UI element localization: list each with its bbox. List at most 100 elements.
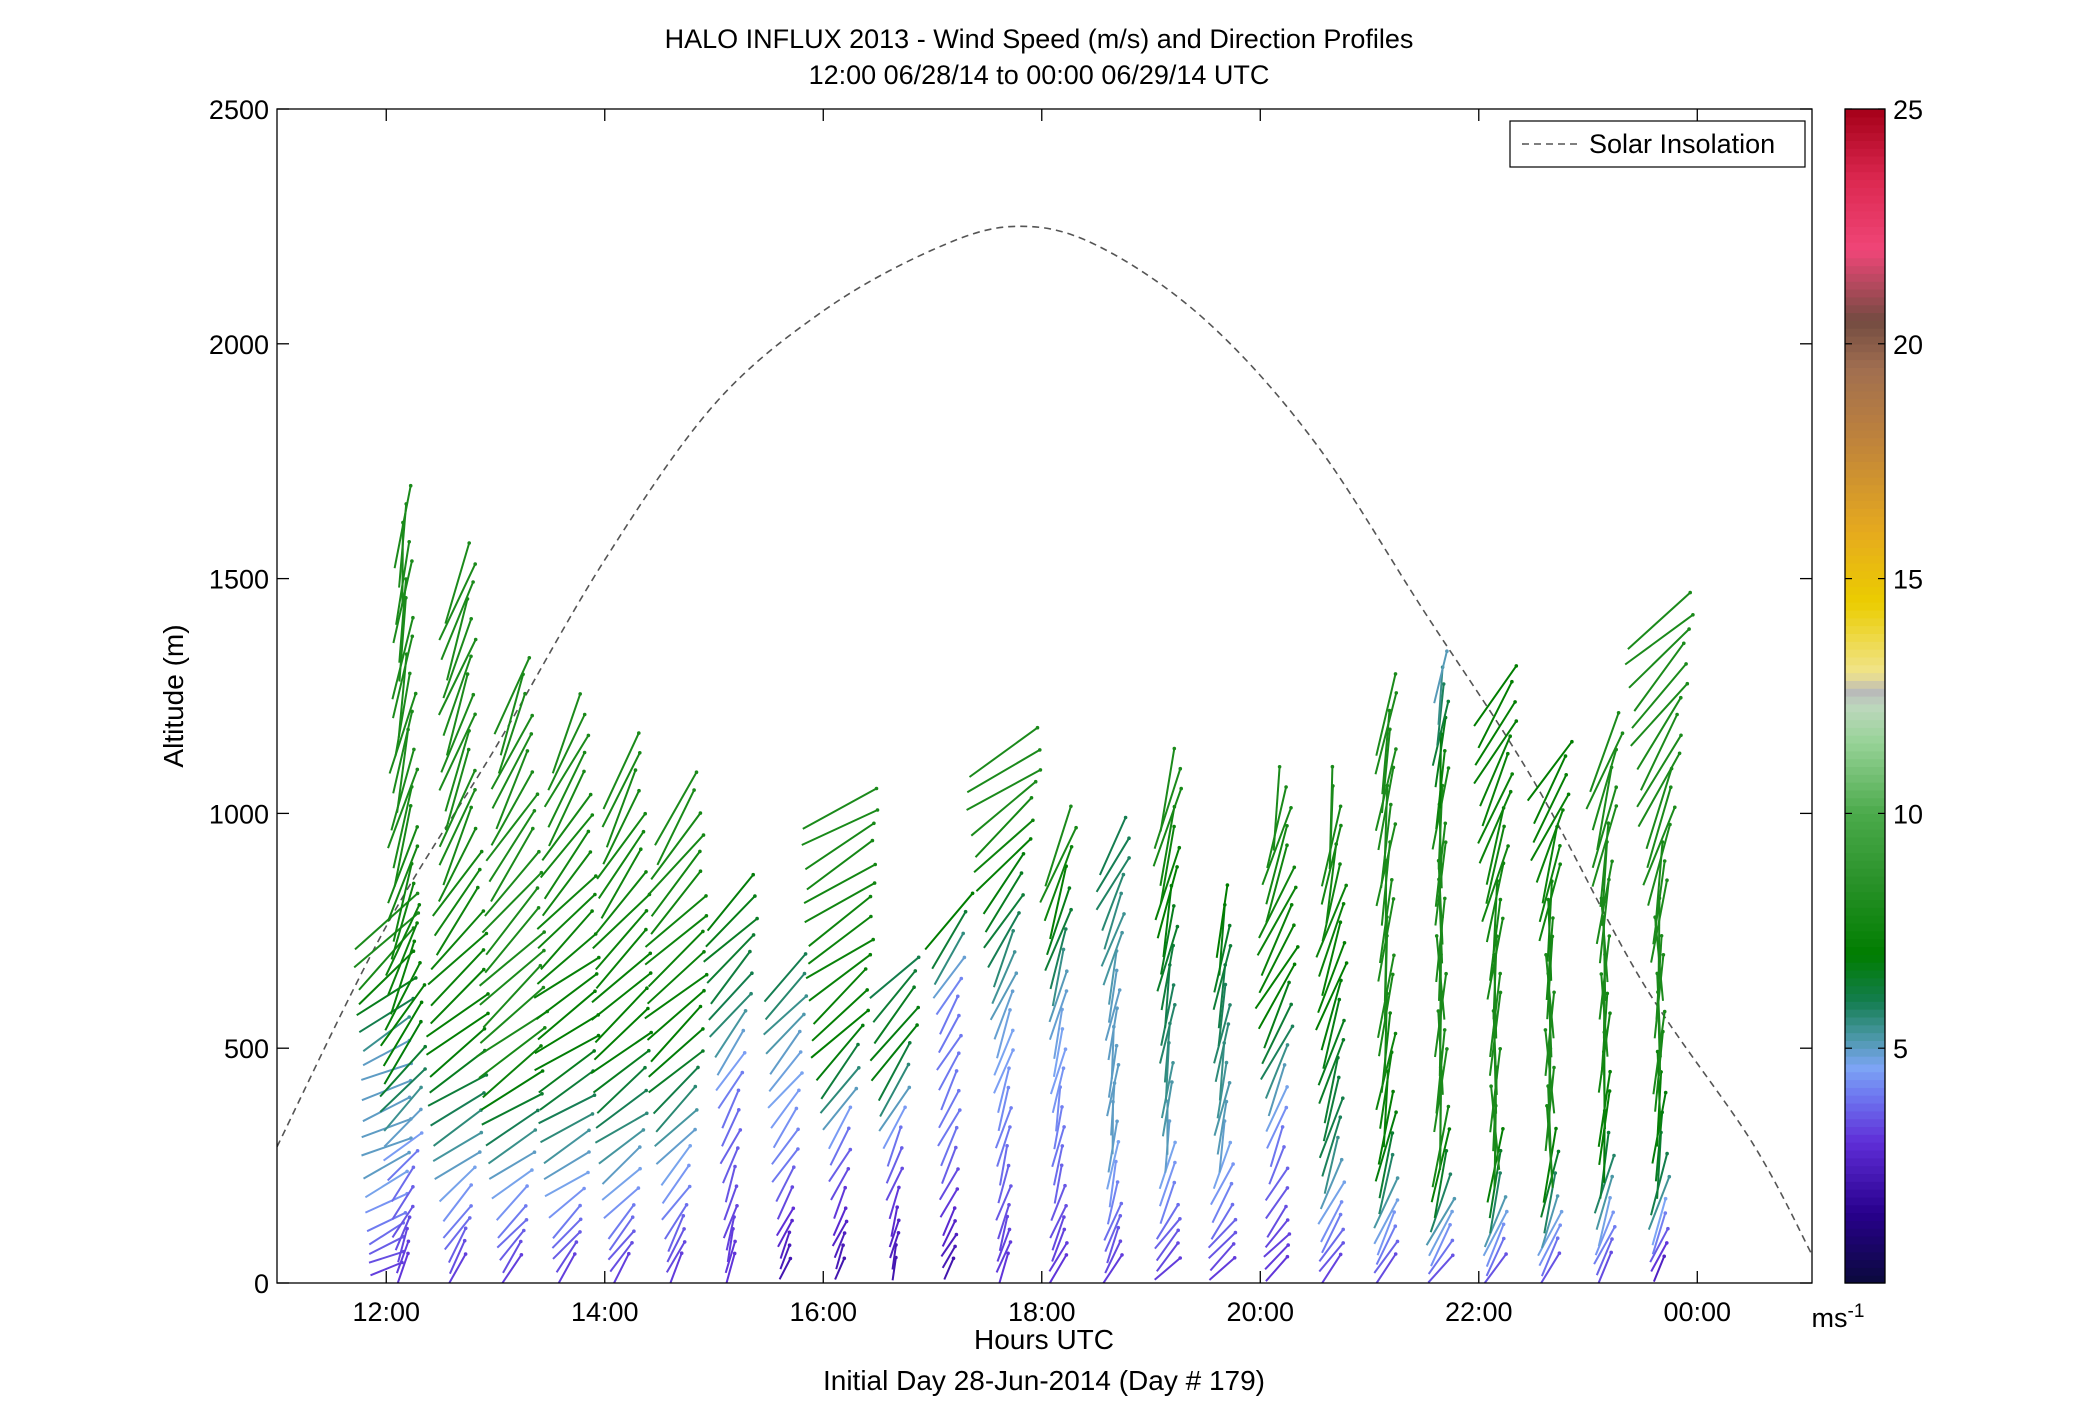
wind-vector [998, 1216, 1009, 1252]
wind-vector [888, 1219, 900, 1248]
wind-vector-head [861, 1023, 865, 1028]
colorbar-segment [1845, 461, 1885, 470]
wind-vector-head [912, 985, 916, 989]
wind-vector-head [1395, 1198, 1400, 1202]
wind-vector-head [1289, 903, 1294, 907]
wind-vector-head [1443, 840, 1448, 844]
wind-vector [1212, 1142, 1232, 1190]
wind-vector [438, 789, 476, 866]
wind-vector [877, 1042, 911, 1102]
wind-vector-head [900, 1146, 904, 1150]
wind-vector [938, 1090, 960, 1129]
wind-vector-head [466, 747, 471, 752]
wind-vector-head [1008, 1240, 1013, 1244]
wind-vector-head [1610, 1174, 1614, 1179]
wind-vector [1264, 1219, 1289, 1249]
wind-vector [1268, 1146, 1285, 1185]
wind-vector-head [469, 805, 474, 810]
wind-vector-head [1285, 1043, 1290, 1047]
wind-vector-head [1389, 802, 1393, 807]
colorbar-segment [1845, 273, 1885, 282]
wind-vector-head [1444, 1149, 1449, 1153]
wind-vector-head [1341, 1227, 1345, 1232]
wind-vector-head [704, 894, 708, 898]
wind-vector-head [1555, 1194, 1560, 1198]
wind-vector-head [684, 1203, 689, 1207]
wind-vector [603, 1187, 640, 1219]
wind-vector-head [1116, 1225, 1121, 1230]
wind-vector [891, 1244, 897, 1270]
wind-vector [1489, 1172, 1502, 1234]
wind-vector [590, 1031, 652, 1075]
wind-vector [1477, 773, 1514, 844]
wind-vector-head [1175, 865, 1179, 869]
wind-vector-head [1558, 862, 1562, 866]
wind-vector [717, 1072, 744, 1109]
wind-vector [1264, 1044, 1289, 1099]
y-tick-label: 0 [254, 1269, 269, 1299]
colorbar-segment [1845, 335, 1885, 345]
colorbar-segment [1845, 617, 1885, 627]
wind-vector-head [639, 847, 643, 851]
wind-vector [879, 1063, 910, 1117]
colorbar-segment [1845, 836, 1885, 846]
wind-vector-head [519, 1253, 524, 1257]
wind-vector [966, 769, 1041, 811]
wind-vector [1213, 1082, 1231, 1136]
wind-vector [1053, 1145, 1064, 1186]
wind-vector [555, 1241, 578, 1273]
wind-vector-head [1566, 792, 1571, 797]
wind-profile-15 [1152, 746, 1183, 1281]
colorbar-segment [1845, 1056, 1885, 1065]
wind-vector [1218, 904, 1226, 976]
wind-vector [1479, 735, 1512, 807]
wind-vector [664, 1204, 688, 1240]
colorbar-segment [1845, 202, 1885, 212]
wind-vector [869, 956, 920, 999]
wind-vector-head [899, 1125, 903, 1129]
colorbar-segment [1845, 242, 1885, 251]
wind-vector [1483, 1253, 1507, 1283]
wind-vector [1473, 665, 1518, 727]
wind-vector-head [687, 1184, 692, 1189]
wind-vector-head [588, 850, 593, 854]
colorbar-segment [1845, 1212, 1885, 1221]
wind-vector [600, 848, 642, 919]
wind-vector-head [1436, 1009, 1441, 1013]
wind-vector-head [535, 792, 540, 796]
wind-vector [1216, 1101, 1228, 1155]
wind-vector-head [856, 1042, 860, 1047]
wind-vector-head [1514, 719, 1519, 723]
wind-vector [601, 752, 641, 828]
wind-vector-head [1063, 1183, 1067, 1188]
colorbar-segment [1845, 1204, 1885, 1214]
wind-vector-head [695, 1108, 699, 1112]
wind-vector [779, 1244, 791, 1270]
wind-vector-head [1223, 982, 1228, 987]
wind-vector [1051, 1229, 1066, 1262]
wind-vector-head [1062, 1125, 1066, 1129]
wind-vector-head [1074, 825, 1078, 830]
wind-vector [496, 1219, 528, 1249]
wind-vector-head [797, 1088, 801, 1093]
wind-vector-head [1120, 1253, 1124, 1257]
wind-vector-head [847, 1126, 851, 1131]
y-tick-label: 500 [224, 1034, 269, 1064]
wind-vector [480, 1070, 544, 1111]
wind-vector-head [916, 955, 921, 960]
wind-vector [1209, 1243, 1235, 1272]
wind-vector-head [525, 749, 530, 753]
colorbar-segment [1845, 1102, 1885, 1112]
wind-vector-head [957, 1051, 961, 1055]
wind-vector-head [1284, 785, 1288, 789]
wind-vector [1593, 1155, 1615, 1214]
wind-vector [392, 863, 413, 942]
wind-vector [661, 1164, 690, 1204]
wind-vector [939, 1188, 959, 1218]
wind-vector [997, 1087, 1010, 1132]
wind-vector [815, 1024, 864, 1082]
wind-vector-head [1177, 845, 1182, 850]
wind-vector [1051, 949, 1065, 1007]
wind-vector-head [1688, 590, 1692, 595]
wind-vector [1055, 1087, 1062, 1132]
